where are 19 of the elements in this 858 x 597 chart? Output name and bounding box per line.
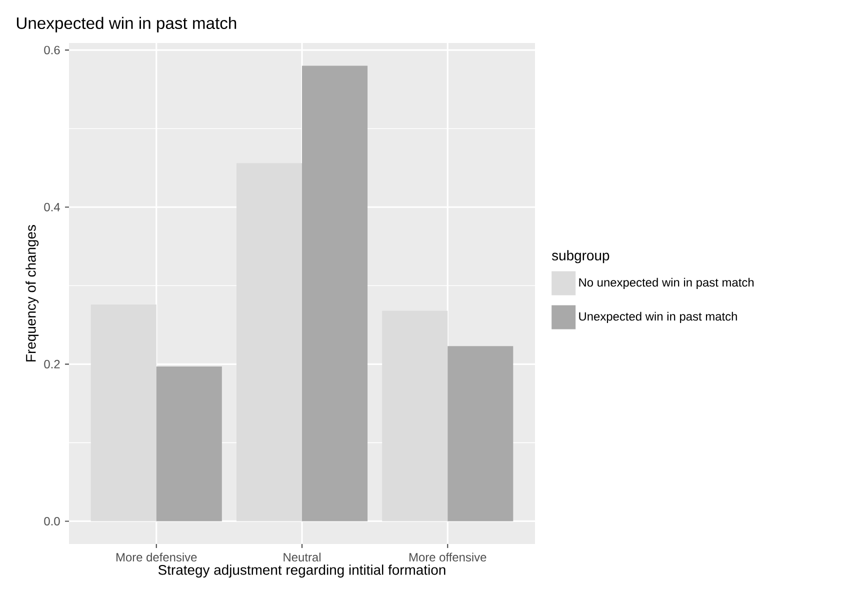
bar (302, 66, 368, 522)
x-tick-label: More offensive (410, 552, 486, 562)
x-axis-title: Strategy adjustment regarding intitial formation (158, 564, 446, 578)
x-tick-label: Neutral (284, 552, 320, 562)
y-axis-title: Frequency of changes (26, 225, 39, 362)
bar (90, 304, 156, 522)
chart-title: Unexpected win in past match (16, 16, 236, 32)
bar (448, 346, 514, 522)
bar (236, 163, 302, 522)
bar (382, 310, 448, 522)
bar (156, 366, 222, 522)
legend-label: No unexpected win in past match (579, 278, 754, 290)
legend-title: subgroup (552, 250, 610, 264)
legend-label: Unexpected win in past match (579, 312, 737, 324)
x-tick-label: More defensive (116, 552, 197, 562)
y-tick-label: 0.6 (44, 46, 60, 54)
y-tick-label: 0.0 (44, 516, 60, 526)
y-tick-label: 0.2 (44, 360, 60, 368)
y-tick-label: 0.4 (44, 202, 60, 212)
